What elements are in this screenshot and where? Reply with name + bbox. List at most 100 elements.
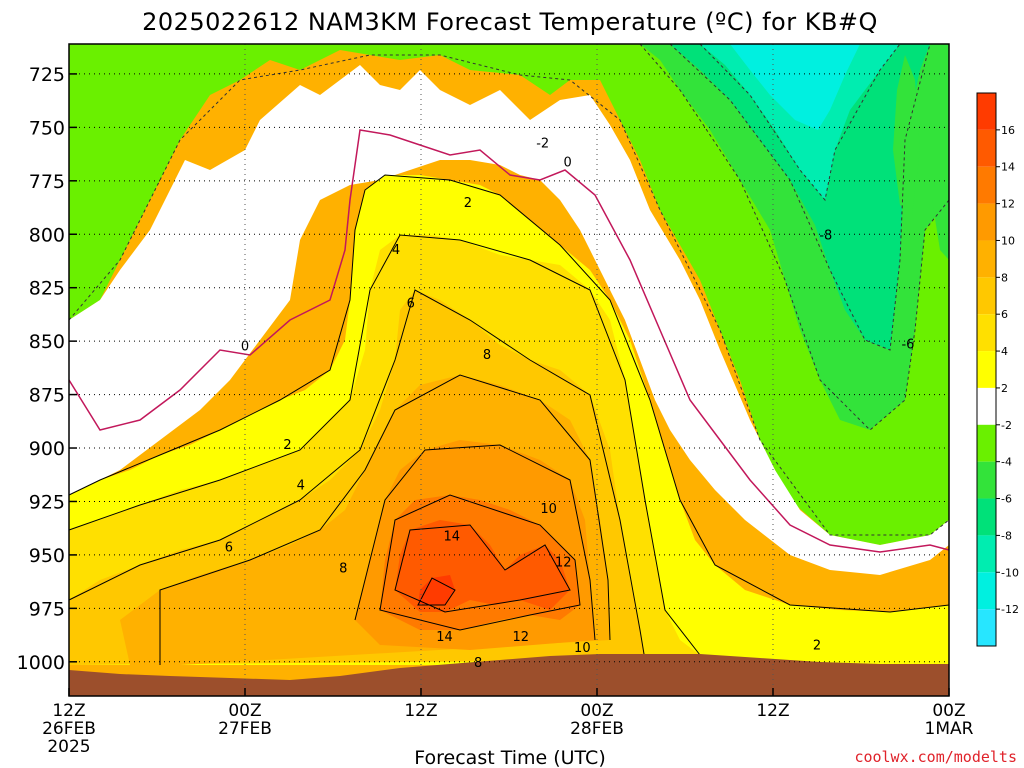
contour-label: 6 <box>407 297 415 312</box>
contour-line-10 <box>354 444 596 641</box>
x-tick-label: 2025 <box>47 737 90 757</box>
y-tick-label: 925 <box>29 491 65 513</box>
contour-label: 10 <box>540 502 557 517</box>
colorbar-tick-label: 2 <box>1001 382 1008 395</box>
band-right-green-strip <box>932 185 949 260</box>
contour-line-6 <box>68 289 646 661</box>
colorbar-tick-label: -10 <box>1001 566 1019 579</box>
y-tick-label: 850 <box>29 331 65 353</box>
contour-line-4 <box>68 234 701 656</box>
x-tick-label: 00Z <box>580 701 613 721</box>
colorbar-swatch <box>977 387 996 425</box>
contour-line-14 <box>394 524 571 613</box>
contour-label: 4 <box>392 243 400 258</box>
contour-label: 2 <box>283 438 291 453</box>
x-tick-label: 00Z <box>228 701 261 721</box>
band-minus6-to-minus8 <box>670 44 930 350</box>
terrain <box>69 654 949 696</box>
colorbar-tick-label: -4 <box>1001 456 1012 469</box>
colorbar-swatch <box>977 277 996 315</box>
colorbar-swatch <box>977 498 996 536</box>
contour-line-12 <box>379 494 581 631</box>
contour-label: 8 <box>474 656 482 671</box>
x-tick-label: 1MAR <box>925 719 974 739</box>
band-minus10-to-minus12 <box>730 44 860 130</box>
contour-line-minus2 <box>68 54 950 536</box>
colorbar-swatch <box>977 203 996 241</box>
contour-line-8 <box>159 374 611 665</box>
colorbar-tick-label: 8 <box>1001 271 1008 284</box>
band-minus2-to-2 <box>69 65 949 575</box>
contour-label: 12 <box>512 630 529 645</box>
colorbar-tick-label: 4 <box>1001 345 1008 358</box>
y-tick-label: 975 <box>29 598 65 620</box>
colorbar-tick-label: 14 <box>1001 161 1015 174</box>
colorbar-tick-label: 6 <box>1001 308 1008 321</box>
plot-frame <box>68 43 950 697</box>
y-tick-label: 950 <box>29 545 65 567</box>
contour-label: 0 <box>241 339 249 354</box>
colorbar-swatch <box>977 609 996 646</box>
y-tick-label: 825 <box>29 278 65 300</box>
colorbar-swatch <box>977 351 996 388</box>
colorbar-swatch <box>977 572 996 610</box>
colorbar-tick-label: -2 <box>1001 419 1012 432</box>
contour-label: 2 <box>813 639 821 654</box>
contour-label: 8 <box>339 562 347 577</box>
grid-lines <box>69 44 949 696</box>
colorbar-swatch <box>977 93 996 130</box>
x-tick-label: 26FEB <box>42 719 96 739</box>
contour-label: 2 <box>464 196 472 211</box>
contour-label: -8 <box>819 228 832 243</box>
band-minus2-to-minus4 <box>69 44 949 545</box>
contour-line-minus4 <box>639 43 950 431</box>
contour-label: 14 <box>436 630 453 645</box>
colorbar-tick-label: -12 <box>1001 603 1019 616</box>
colorbar-swatch <box>977 461 996 499</box>
contour-line-minus8 <box>699 43 901 202</box>
contour-labels: -2 0 0 2 4 6 8 2 4 6 8 10 14 12 14 12 10 8 -8 -6 2 <box>225 136 915 670</box>
x-tick-label: 12Z <box>756 701 789 721</box>
colorbar-swatch <box>977 314 996 352</box>
colorbar-tick-label: -8 <box>1001 529 1012 542</box>
contour-lines-negative <box>68 43 950 536</box>
y-tick-label: 900 <box>29 438 65 460</box>
contour-label: 8 <box>483 348 491 363</box>
x-axis-label: Forecast Time (UTC) <box>414 747 605 768</box>
colorbar-swatch <box>977 535 996 573</box>
contour-line-16 <box>417 577 456 606</box>
credit-text: coolwx.com/modelts <box>854 748 1017 766</box>
contour-label: 10 <box>574 641 591 656</box>
contour-line-2 <box>68 174 950 613</box>
y-tick-label: 800 <box>29 224 65 246</box>
colorbar-tick-label: 10 <box>1001 234 1015 247</box>
x-tick-label: 12Z <box>404 701 437 721</box>
y-tick-label: 775 <box>29 171 65 193</box>
x-tick-label: 12Z <box>52 701 85 721</box>
colorbar-swatch <box>977 166 996 204</box>
contour-label: -2 <box>536 136 549 151</box>
x-tick-label: 27FEB <box>218 719 272 739</box>
contour-label: 0 <box>564 156 572 171</box>
colorbar-tick-label: -6 <box>1001 493 1012 506</box>
contour-line-minus6 <box>669 43 931 351</box>
colorbar-frame <box>976 92 997 647</box>
chart-title: 2025022612 NAM3KM Forecast Temperature (… <box>142 8 878 36</box>
colorbar: 16 14 12 10 8 6 4 2 -2 -4 -6 -8 -10 -12 <box>976 92 1019 647</box>
contour-label: 14 <box>444 530 461 545</box>
y-tick-label: 725 <box>29 64 65 86</box>
contour-label: 4 <box>297 478 305 493</box>
contour-line-0 <box>68 129 950 553</box>
x-tick-label: 28FEB <box>570 719 624 739</box>
colorbar-tick-label: 16 <box>1001 124 1015 137</box>
contour-label: 12 <box>555 555 572 570</box>
contour-label: -6 <box>901 337 914 352</box>
plot-area: -2 0 0 2 4 6 8 2 4 6 8 10 14 12 14 12 10 8 -8 -6 2 <box>68 43 950 697</box>
band-16-to-18 <box>418 575 455 605</box>
colorbar-tick-label: 12 <box>1001 198 1015 211</box>
colorbar-swatch <box>977 129 996 167</box>
colorbar-swatch <box>977 240 996 278</box>
contour-label: 6 <box>225 540 233 555</box>
